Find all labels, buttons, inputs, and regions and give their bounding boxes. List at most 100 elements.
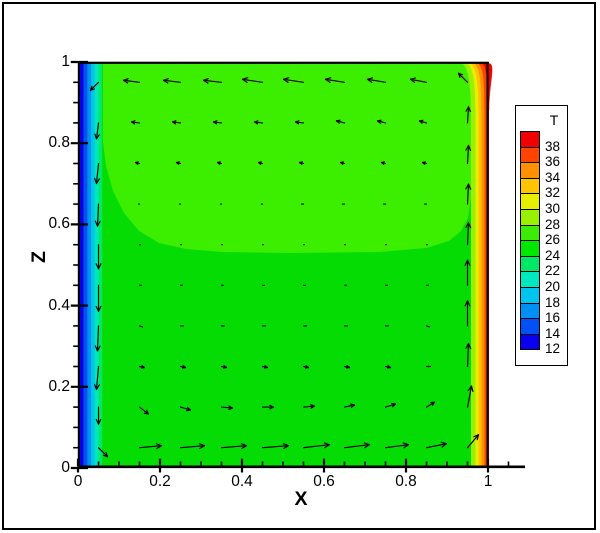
velocity-vector: [220, 406, 234, 409]
legend-swatch: [520, 333, 540, 351]
vector-arrowhead: [466, 300, 471, 307]
vector-arrowhead: [376, 119, 382, 122]
vector-arrowhead: [96, 220, 101, 227]
x-tick-label: 1: [483, 472, 493, 490]
vector-arrowhead: [310, 405, 316, 409]
vector-arrowhead: [122, 79, 129, 84]
legend-title: T: [549, 112, 559, 128]
legend-swatch: [520, 162, 540, 179]
velocity-vector: [457, 72, 469, 83]
z-tick-label: 0.8: [48, 134, 70, 152]
vector-arrowhead: [171, 120, 177, 123]
vector-arrowhead: [175, 161, 180, 164]
x-tick-label: 0.2: [149, 472, 171, 490]
velocity-vector: [302, 405, 316, 408]
vector-arrowhead: [324, 77, 332, 80]
vector-arrowhead: [140, 366, 146, 369]
legend-swatch: [520, 224, 540, 242]
plot-axes: [70, 60, 525, 473]
vector-arrowhead: [386, 366, 392, 369]
vector-arrowhead: [403, 444, 410, 449]
legend-entry-label: 32: [545, 185, 561, 201]
velocity-vector: [162, 79, 182, 83]
vector-arrowhead: [421, 161, 426, 164]
legend-entry-label: 12: [545, 341, 561, 357]
legend-entry-label: 38: [545, 138, 561, 154]
vector-arrowhead: [94, 133, 98, 140]
velocity-vector: [96, 203, 100, 227]
velocity-vector: [253, 121, 264, 124]
legend-entry-label: 24: [545, 247, 561, 263]
velocity-vector: [138, 445, 163, 449]
velocity-vector: [97, 447, 109, 458]
x-tick-label: 0.8: [395, 472, 417, 490]
vector-arrowhead: [467, 385, 473, 392]
vector-arrowhead: [222, 366, 228, 369]
vector-arrowhead: [94, 345, 99, 352]
z-tick-label: 0.6: [48, 215, 70, 233]
velocity-vector: [95, 365, 100, 391]
vector-arrowhead: [202, 79, 209, 84]
velocity-vector: [466, 144, 470, 165]
vector-arrowhead: [95, 134, 100, 140]
legend-swatch: [520, 271, 540, 288]
vector-arrowhead: [181, 366, 187, 369]
vector-arrowhead: [199, 445, 206, 450]
velocity-vector: [425, 443, 448, 449]
vector-arrowhead: [95, 384, 100, 391]
vector-arrowhead: [216, 161, 221, 164]
cold-band: [91, 62, 95, 467]
legend-swatch: [520, 255, 540, 273]
vector-arrowhead: [241, 445, 248, 450]
hot-plume-top-bend: [460, 63, 493, 111]
vector-arrowhead: [212, 120, 218, 123]
velocity-vector: [343, 444, 371, 449]
hot-band: [481, 62, 485, 467]
vector-arrowhead: [467, 106, 471, 113]
vector-arrowhead: [304, 366, 310, 369]
vector-arrowhead: [95, 305, 100, 312]
vector-arrowhead: [391, 403, 397, 408]
legend-entry-label: 20: [545, 279, 561, 294]
legend-swatch: [520, 193, 540, 210]
velocity-vector: [122, 79, 141, 83]
vector-arrowhead: [465, 342, 470, 349]
x-tick-label: 0.6: [313, 472, 335, 490]
velocity-vector: [324, 78, 346, 83]
vector-arrowhead: [409, 77, 416, 80]
vector-arrowhead: [418, 119, 424, 122]
legend-entry-label: 28: [545, 216, 561, 232]
velocity-vector: [96, 325, 100, 352]
velocity-vector: [179, 445, 206, 449]
hot-band: [475, 62, 479, 467]
vector-arrowhead: [464, 259, 469, 266]
vector-arrowhead: [93, 383, 98, 391]
vector-arrowhead: [464, 300, 469, 307]
z-tick-label: 0: [61, 459, 70, 476]
legend-entry-label: 22: [545, 263, 561, 279]
vector-arrowhead: [241, 77, 249, 80]
velocity-vector: [241, 78, 264, 83]
vector-arrowhead: [339, 161, 344, 164]
vector-arrowhead: [283, 445, 290, 450]
temperature-contour-fill: [79, 62, 493, 467]
vector-arrowhead: [324, 444, 331, 449]
velocity-vector: [302, 444, 331, 449]
cold-band: [83, 62, 88, 467]
vector-arrowhead: [350, 404, 356, 409]
velocity-vector: [466, 342, 470, 368]
velocity-vector: [171, 121, 182, 124]
z-tick-label: 0.4: [48, 296, 70, 314]
legend-swatch: [520, 287, 540, 304]
vector-arrowhead: [465, 106, 470, 112]
velocity-vector: [294, 121, 305, 124]
vector-arrowhead: [476, 434, 480, 441]
vector-arrowhead: [457, 72, 464, 76]
velocity-vector: [343, 404, 356, 408]
vector-arrowhead: [366, 78, 373, 83]
velocity-vector: [466, 106, 470, 124]
vector-arrowhead: [95, 418, 100, 425]
legend-swatch: [520, 177, 540, 195]
